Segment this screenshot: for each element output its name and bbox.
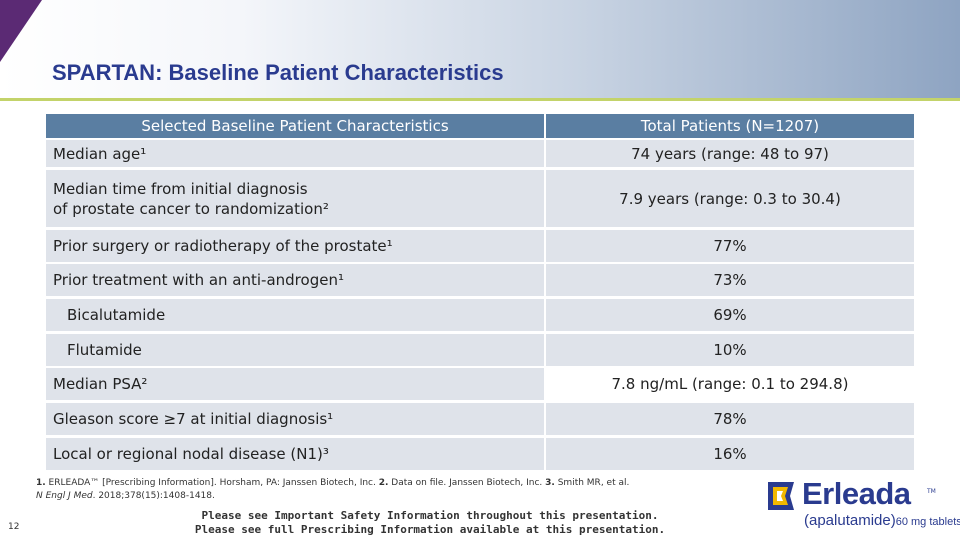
brand-mark-icon — [768, 482, 794, 510]
row-value: 69% — [546, 299, 914, 331]
row-label-line: of prostate cancer to randomization² — [53, 199, 329, 218]
reference-number: 1. — [36, 478, 46, 488]
isi-line: Please see full Prescribing Information … — [194, 523, 666, 536]
row-label-line: Median time from initial diagnosis — [53, 179, 308, 198]
page-number: 12 — [8, 522, 20, 532]
row-value: 7.8 ng/mL (range: 0.1 to 294.8) — [546, 368, 914, 400]
slide-title: SPARTAN: Baseline Patient Characteristic… — [52, 60, 504, 85]
table-row: Median age¹ 74 years (range: 48 to 97) — [46, 140, 914, 167]
table-header-row: Selected Baseline Patient Characteristic… — [46, 114, 914, 138]
table-row: Prior surgery or radiotherapy of the pro… — [46, 230, 914, 262]
row-label: Gleason score ≥7 at initial diagnosis¹ — [46, 403, 544, 435]
table-row: Prior treatment with an anti-androgen¹ 7… — [46, 264, 914, 296]
reference-text: . 2018;378(15):1408-1418. — [92, 491, 215, 501]
reference-line: N Engl J Med. 2018;378(15):1408-1418. — [36, 490, 756, 503]
row-value: 78% — [546, 403, 914, 435]
table-row: Bicalutamide 69% — [46, 299, 914, 331]
reference-text: Smith MR, et al. — [554, 478, 630, 488]
table-row: Gleason score ≥7 at initial diagnosis¹ 7… — [46, 403, 914, 435]
dose-label: 60 mg tablets — [895, 516, 960, 528]
table-row: Median PSA² 7.8 ng/mL (range: 0.1 to 294… — [46, 368, 914, 400]
reference-number: 3. — [545, 478, 555, 488]
trademark: TM — [927, 488, 936, 495]
row-label: Bicalutamide — [46, 299, 544, 331]
reference-text: ERLEADA™ [Prescribing Information]. Hors… — [45, 478, 376, 488]
table-row: Flutamide 10% — [46, 334, 914, 366]
row-value: 16% — [546, 438, 914, 470]
row-label: Local or regional nodal disease (N1)³ — [46, 438, 544, 470]
row-label: Median PSA² — [46, 368, 544, 400]
row-label: Prior surgery or radiotherapy of the pro… — [46, 230, 544, 262]
erleada-logo: Erleada TM (apalutamide)60 mg tablets — [764, 474, 960, 534]
row-label: Prior treatment with an anti-androgen¹ — [46, 264, 544, 296]
header-rule — [0, 98, 960, 101]
corner-accent — [0, 0, 42, 62]
table-row: Local or regional nodal disease (N1)³ 16… — [46, 438, 914, 470]
reference-line: 1. ERLEADA™ [Prescribing Information]. H… — [36, 477, 756, 490]
generic-name: (apalutamide)60 mg tablets — [804, 512, 960, 529]
row-label: Median time from initial diagnosis of pr… — [46, 170, 544, 227]
row-value: 7.9 years (range: 0.3 to 30.4) — [546, 170, 914, 227]
header-characteristic: Selected Baseline Patient Characteristic… — [46, 114, 544, 138]
row-value: 74 years (range: 48 to 97) — [546, 140, 914, 167]
reference-number: 2. — [378, 478, 389, 488]
row-value: 77% — [546, 230, 914, 262]
generic-label: (apalutamide) — [804, 512, 896, 529]
reference-text: Data on file. Janssen Biotech, Inc. — [388, 478, 543, 488]
row-value: 73% — [546, 264, 914, 296]
references: 1. ERLEADA™ [Prescribing Information]. H… — [36, 477, 756, 503]
journal-name: N Engl J Med — [36, 491, 93, 501]
isi-line: Please see Important Safety Information … — [201, 509, 659, 522]
table-row: Median time from initial diagnosis of pr… — [46, 170, 914, 227]
header-total-patients: Total Patients (N=1207) — [546, 114, 914, 138]
header-banner — [0, 0, 960, 98]
safety-information-notice: Please see Important Safety Information … — [180, 509, 680, 537]
row-value: 10% — [546, 334, 914, 366]
row-label: Median age¹ — [46, 140, 544, 167]
brand-name: Erleada — [802, 476, 911, 511]
row-label: Flutamide — [46, 334, 544, 366]
